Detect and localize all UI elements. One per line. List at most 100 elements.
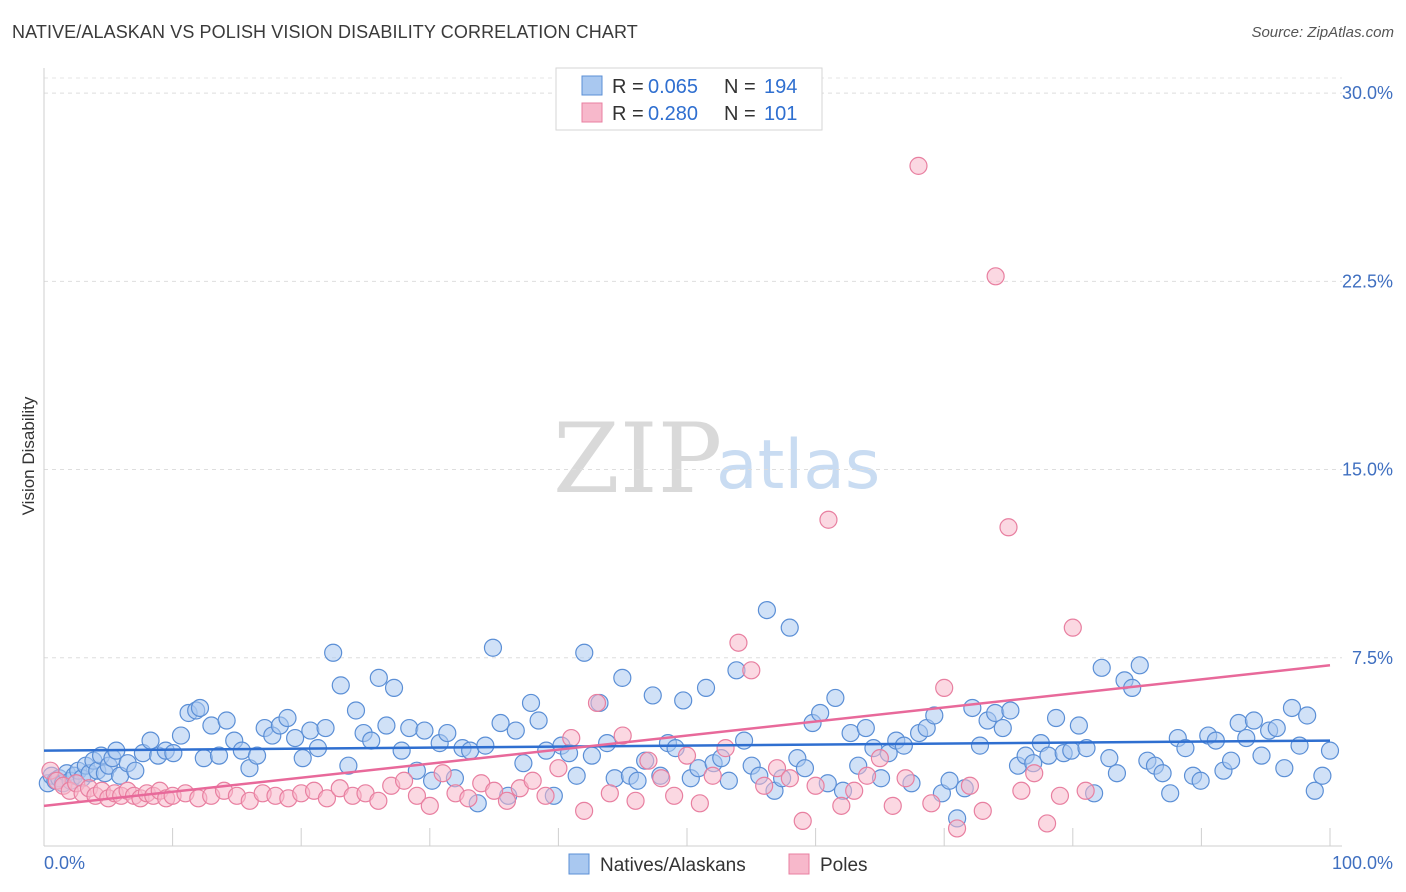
- scatter-point: [973, 801, 992, 820]
- scatter-point: [582, 746, 601, 765]
- scatter-point: [126, 761, 145, 780]
- scatter-point: [716, 739, 735, 758]
- scatter-point: [497, 791, 517, 810]
- scatter-point: [909, 156, 928, 175]
- scatter-point: [461, 741, 480, 760]
- legend-n-value-2: 101: [764, 103, 797, 125]
- scatter-point: [346, 701, 366, 720]
- scatter-point: [986, 703, 1005, 723]
- chart-title: NATIVE/ALASKAN VS POLISH VISION DISABILI…: [12, 22, 638, 42]
- legend: R = 0.065 N = 194 R = 0.280 N = 101: [555, 67, 823, 131]
- scatter-point: [1063, 618, 1082, 637]
- scatter-point: [415, 721, 434, 740]
- scatter-point: [523, 771, 542, 790]
- scatter-point: [392, 741, 411, 760]
- legend-swatch-natives: [581, 75, 603, 96]
- legend-r-value-2: 0.280: [648, 103, 698, 125]
- scatter-point: [1191, 771, 1210, 790]
- scatter-point: [575, 801, 594, 820]
- scatter-point: [141, 731, 160, 750]
- scatter-point: [883, 796, 902, 815]
- scatter-point: [894, 736, 913, 755]
- scatter-point: [1298, 706, 1317, 725]
- scatter-point: [1313, 766, 1332, 785]
- scatter-point: [1046, 708, 1066, 728]
- y-tick-label: 15.0%: [1342, 460, 1393, 480]
- scatter-point: [1025, 764, 1044, 783]
- scatter-point: [324, 643, 343, 662]
- scatter-point: [845, 781, 864, 800]
- scatter-point: [757, 600, 776, 620]
- scatter-point: [1161, 784, 1180, 803]
- scatter-point: [247, 746, 267, 765]
- scatter-point: [925, 706, 944, 725]
- scatter-point: [613, 668, 632, 687]
- scatter-point: [293, 749, 312, 768]
- scatter-point: [1069, 716, 1088, 735]
- scatter-point: [696, 678, 716, 697]
- scatter-point: [369, 668, 388, 687]
- scatter-point: [394, 771, 414, 790]
- scatter-point: [1076, 781, 1095, 800]
- scatter-point: [1252, 746, 1271, 765]
- scatter-point: [420, 796, 439, 815]
- scatter-point: [164, 744, 183, 763]
- scatter-point: [209, 746, 229, 765]
- scatter-point: [190, 698, 210, 718]
- scatter-point: [832, 796, 851, 815]
- scatter-point: [384, 678, 404, 697]
- legend-n-value-1: 194: [764, 76, 797, 98]
- trend-line-natives: [43, 739, 1331, 752]
- scatter-point: [483, 638, 503, 657]
- scatter-point: [1012, 781, 1031, 800]
- scatter-point: [896, 769, 915, 788]
- scatter-point: [1092, 658, 1111, 677]
- y-tick-label: 30.0%: [1342, 83, 1393, 103]
- scatter-point: [1107, 764, 1127, 783]
- scatter-point: [567, 766, 586, 785]
- legend-swatch-poles: [581, 102, 603, 123]
- scatter-point: [1237, 728, 1256, 748]
- scatter-point: [587, 693, 607, 713]
- bottom-legend-swatch-poles: [788, 853, 810, 875]
- scatter-point: [514, 754, 533, 773]
- scatter-point: [755, 776, 774, 795]
- scatter-point: [1275, 759, 1294, 778]
- scatter-point: [1037, 814, 1057, 833]
- scatter-point: [549, 759, 568, 778]
- bottom-legend: Natives/Alaskans Poles: [568, 853, 868, 876]
- scatter-point: [826, 688, 845, 708]
- scatter-point: [729, 633, 748, 652]
- scatter-point: [506, 721, 525, 740]
- scatter-point: [171, 726, 191, 745]
- scatter-point: [856, 718, 875, 738]
- series-poles-points: [41, 156, 1095, 838]
- scatter-point: [433, 764, 452, 783]
- scatter-point: [339, 756, 358, 775]
- scatter-point: [841, 723, 860, 743]
- legend-n-label-1: N =: [724, 76, 756, 98]
- scatter-point: [575, 643, 594, 662]
- scatter-point: [947, 819, 967, 838]
- watermark-zip: ZIP: [553, 403, 722, 515]
- y-tick-label: 7.5%: [1352, 648, 1393, 668]
- bottom-legend-swatch-natives: [568, 853, 590, 875]
- scatter-point: [286, 728, 305, 748]
- scatter-point: [1282, 698, 1302, 718]
- bottom-legend-label-poles: Poles: [820, 855, 868, 876]
- scatter-point: [1267, 718, 1286, 738]
- scatter-point: [1229, 713, 1248, 733]
- scatter-point: [316, 718, 335, 738]
- scatter-point: [677, 746, 697, 765]
- scatter-point: [232, 741, 251, 760]
- scatter-point: [960, 776, 980, 795]
- y-tick-labels: 7.5% 15.0% 22.5% 30.0%: [1342, 83, 1393, 668]
- gridlines: [44, 77, 1342, 659]
- scatter-point: [562, 728, 581, 748]
- scatter-point: [793, 811, 812, 831]
- y-tick-label: 22.5%: [1342, 271, 1393, 291]
- chart-source: Source: ZipAtlas.com: [1251, 24, 1394, 41]
- scatter-point: [1039, 746, 1058, 765]
- scatter-point: [1244, 711, 1264, 730]
